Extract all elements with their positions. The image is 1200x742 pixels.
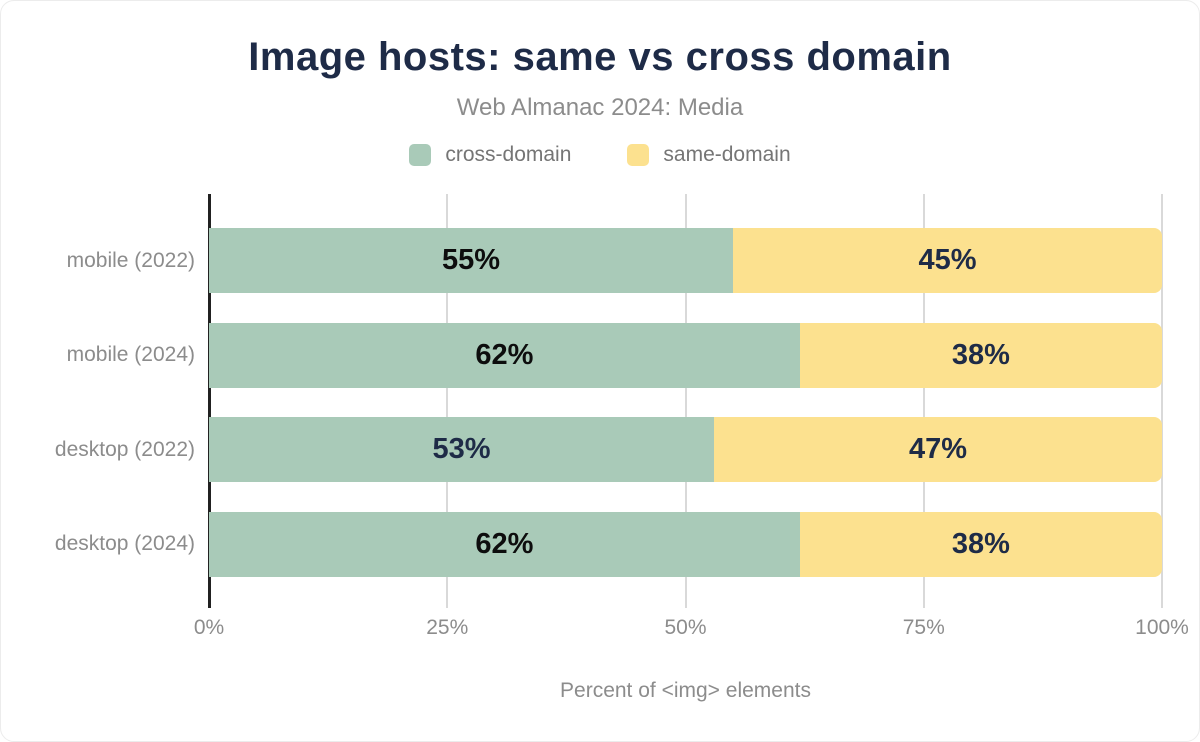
x-tick-label-75: 75%: [902, 616, 945, 639]
legend-label-same-domain: same-domain: [663, 143, 791, 166]
y-axis-line: [208, 194, 211, 608]
data-label: 45%: [918, 244, 977, 276]
bar-segment-same-domain: 45%: [733, 228, 1162, 293]
legend-label-cross-domain: cross-domain: [445, 143, 572, 166]
plot-area: mobile (2022) 55% 45% mobile (2024) 62% 38% de…: [55, 194, 1163, 608]
category-label: mobile (2022): [66, 248, 195, 272]
bar-segment-same-domain: 47%: [714, 417, 1162, 482]
category-label: desktop (2022): [54, 437, 195, 461]
legend: cross-domain same-domain: [1, 143, 1199, 167]
x-axis-ticks: 0% 25% 50% 75% 100%: [194, 616, 1189, 644]
bar-row-desktop-2022-: desktop (2022) 53% 47%: [55, 417, 1162, 482]
x-tick-label-50: 50%: [664, 616, 707, 639]
gridline-100: [1161, 194, 1163, 608]
legend-item-same-domain: same-domain: [627, 143, 791, 167]
data-label: 55%: [442, 244, 501, 276]
data-label: 62%: [475, 338, 534, 371]
bar-segment-cross-domain: 62%: [209, 322, 800, 388]
bar-row-mobile-2024-: mobile (2024) 62% 38%: [67, 322, 1162, 388]
data-label: 38%: [951, 338, 1010, 371]
bar-row-mobile-2022-: mobile (2022) 55% 45%: [67, 228, 1162, 293]
x-axis-title: Percent of <img> elements: [560, 679, 811, 702]
bar-segment-cross-domain: 62%: [209, 511, 800, 577]
x-tick-label-100: 100%: [1135, 616, 1189, 639]
data-label: 62%: [475, 527, 534, 560]
bar-segment-same-domain: 38%: [799, 322, 1162, 388]
category-label: desktop (2024): [54, 532, 195, 555]
cross-domain-swatch-icon: [409, 144, 432, 166]
chart-title: Image hosts: same vs cross domain: [248, 35, 952, 79]
bar-segment-cross-domain: 53%: [209, 417, 715, 482]
x-tick-label-0: 0%: [193, 616, 225, 639]
x-tick-label-25: 25%: [426, 616, 469, 639]
same-domain-swatch-icon: [627, 144, 650, 166]
gridline-50: [684, 194, 687, 608]
data-label: 38%: [951, 527, 1010, 560]
chart-subtitle: Web Almanac 2024: Media: [456, 94, 744, 121]
bar-segment-same-domain: 38%: [799, 511, 1162, 577]
category-label: mobile (2024): [66, 343, 195, 366]
gridline-25: [446, 194, 449, 608]
data-label: 53%: [432, 433, 491, 465]
legend-item-cross-domain: cross-domain: [409, 143, 571, 167]
gridline-75: [922, 194, 925, 608]
bar-row-desktop-2024-: desktop (2024) 62% 38%: [55, 511, 1162, 577]
bar-segment-cross-domain: 55%: [209, 228, 734, 293]
data-label: 47%: [909, 433, 968, 465]
